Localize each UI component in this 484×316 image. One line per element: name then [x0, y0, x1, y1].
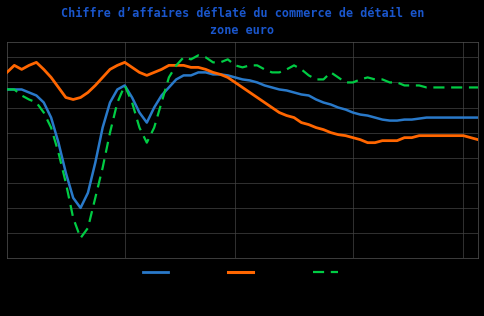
- Title: Chiffre d’affaires déflaté du commerce de détail en
zone euro: Chiffre d’affaires déflaté du commerce d…: [60, 7, 424, 37]
- Legend: , , : , ,: [137, 261, 347, 286]
